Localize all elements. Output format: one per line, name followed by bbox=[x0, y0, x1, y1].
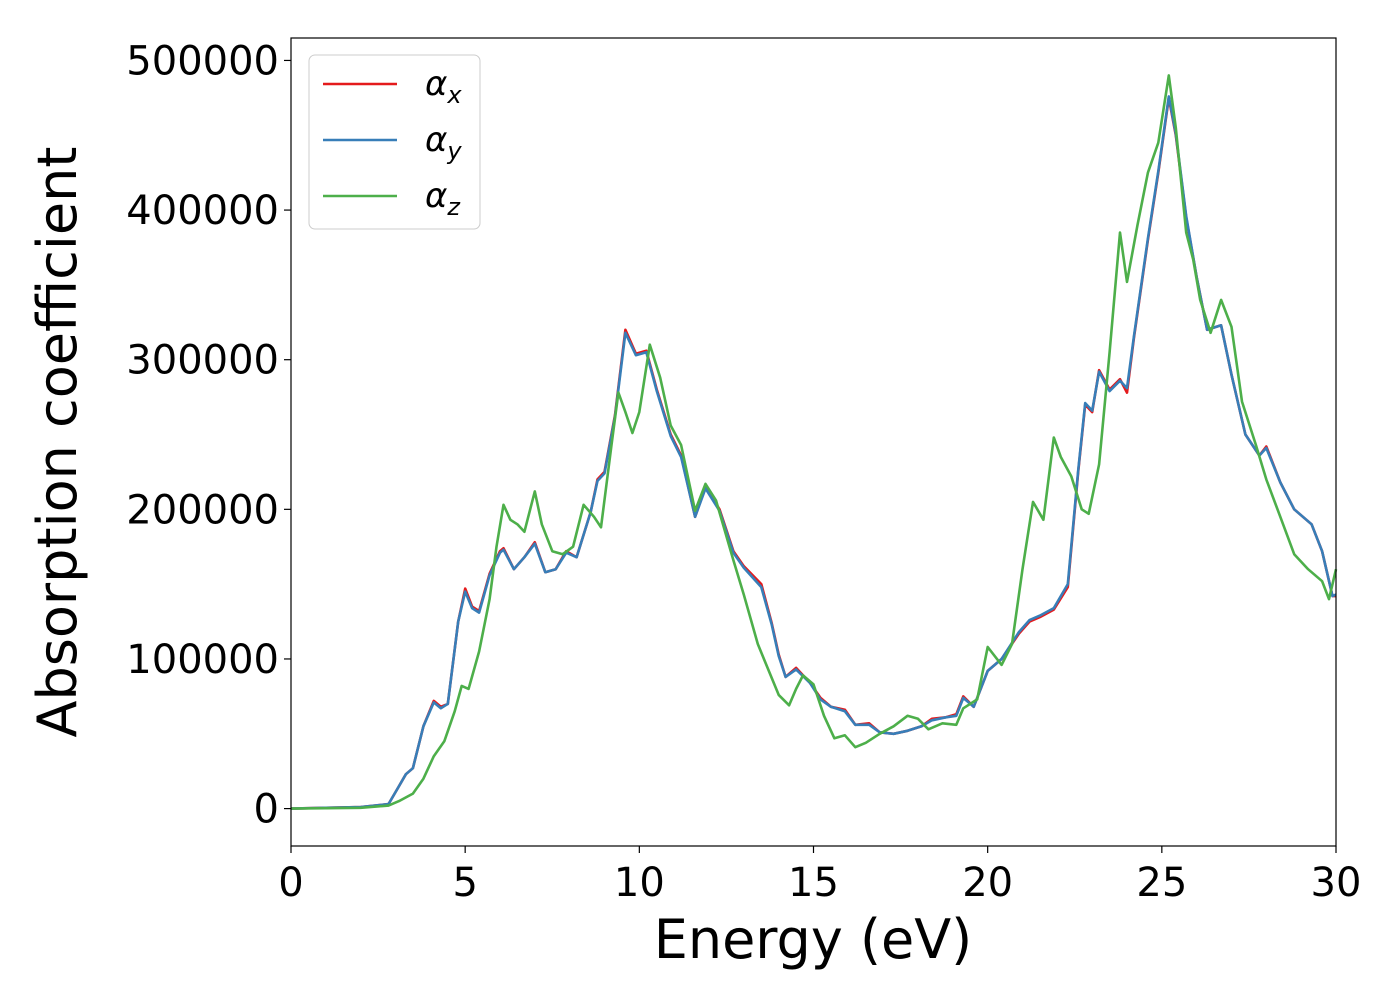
x-axis-title: Energy (eV) bbox=[654, 908, 973, 971]
series-line-y bbox=[290, 95, 1337, 810]
x-tick-label: 0 bbox=[278, 860, 303, 906]
x-tick-label: 30 bbox=[1311, 860, 1362, 906]
x-tick-label: 25 bbox=[1136, 860, 1187, 906]
y-axis-ticks: 0 100000 200000 300000 400000 500000 bbox=[126, 38, 291, 833]
legend-box bbox=[308, 54, 481, 230]
x-tick-label: 10 bbox=[614, 860, 665, 906]
x-tick-label: 20 bbox=[962, 860, 1013, 906]
y-axis-title: Absorption coefficient bbox=[26, 147, 89, 738]
x-tick-label: 15 bbox=[788, 860, 839, 906]
x-axis-ticks: 0 5 10 15 20 25 30 bbox=[278, 846, 1361, 906]
y-tick-label: 100000 bbox=[126, 637, 279, 683]
series-line-z bbox=[290, 74, 1338, 810]
y-tick-label: 200000 bbox=[126, 487, 279, 533]
y-tick-label: 400000 bbox=[126, 188, 279, 234]
y-tick-label: 300000 bbox=[126, 338, 279, 384]
y-tick-label: 500000 bbox=[126, 38, 279, 84]
y-tick-label: 0 bbox=[254, 787, 279, 833]
plot-lines bbox=[290, 74, 1338, 810]
x-tick-label: 5 bbox=[452, 860, 477, 906]
